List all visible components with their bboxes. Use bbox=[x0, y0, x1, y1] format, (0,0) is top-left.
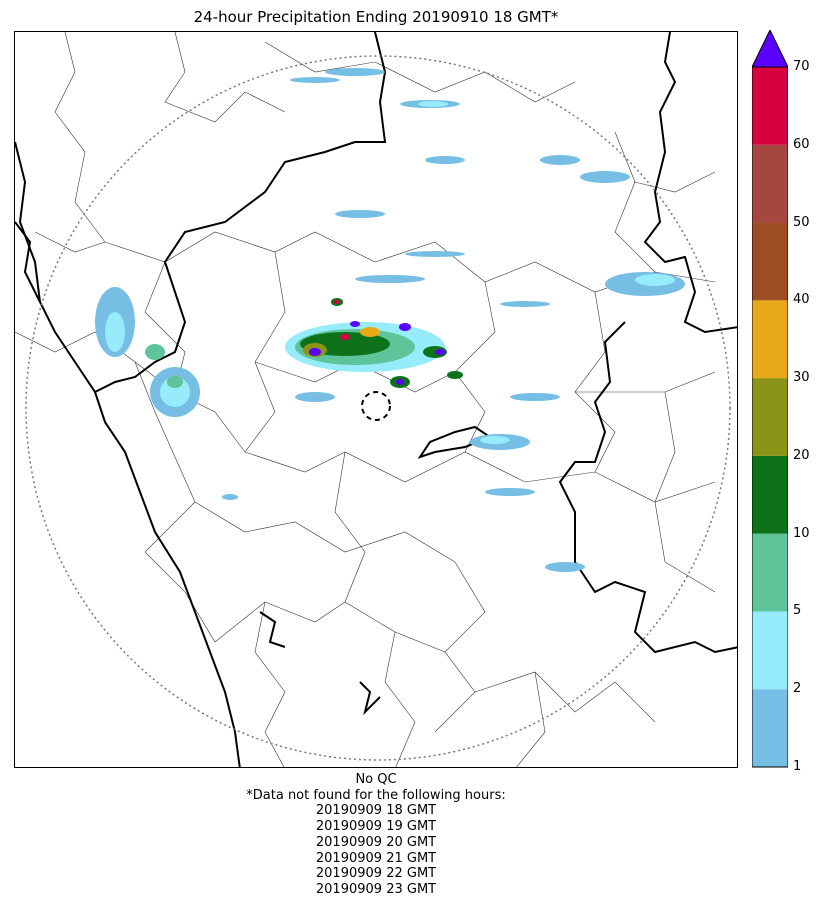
colorbar-segment bbox=[752, 300, 788, 379]
missing-hour: 20190909 23 GMT bbox=[315, 881, 437, 897]
radar-center-ring bbox=[361, 391, 391, 421]
colorbar-tick-label: 1 bbox=[793, 759, 802, 774]
colorbar-tick-label: 2 bbox=[793, 681, 802, 697]
missing-hour: 20190909 19 GMT bbox=[315, 819, 437, 835]
state-boundaries bbox=[15, 32, 737, 767]
colorbar-segment bbox=[752, 144, 788, 223]
qc-label: No QC bbox=[355, 772, 397, 787]
radar-map bbox=[14, 31, 738, 768]
missing-data-note: *Data not found for the following hours: bbox=[246, 787, 506, 803]
footer-note: No QC *Data not found for the following … bbox=[14, 772, 738, 898]
colorbar-tick-label: 10 bbox=[793, 525, 810, 541]
missing-hour: 20190909 22 GMT bbox=[315, 866, 437, 882]
colorbar-segment bbox=[752, 533, 788, 612]
missing-hour: 20190909 20 GMT bbox=[315, 834, 437, 850]
district-boundaries bbox=[15, 32, 716, 767]
colorbar-tick-label: 70 bbox=[793, 59, 810, 74]
missing-hour: 20190909 21 GMT bbox=[315, 850, 437, 866]
colorbar-segment bbox=[752, 67, 788, 145]
colorbar-tick-label: 5 bbox=[793, 603, 802, 619]
colorbar-tick-label: 40 bbox=[793, 292, 810, 308]
colorbar-segments bbox=[752, 67, 788, 767]
colorbar-tick-label: 50 bbox=[793, 214, 810, 230]
colorbar-extend-arrow bbox=[751, 28, 789, 68]
colorbar-segment bbox=[752, 378, 788, 456]
colorbar-tick-label: 60 bbox=[793, 136, 810, 152]
missing-hour: 20190909 18 GMT bbox=[315, 803, 437, 819]
colorbar-tick-label: 30 bbox=[793, 370, 810, 386]
colorbar-tick-label: 20 bbox=[793, 447, 810, 463]
precip-echoes-light bbox=[105, 101, 675, 444]
precip-echoes-moderate bbox=[145, 344, 183, 388]
colorbar bbox=[751, 28, 789, 768]
colorbar-segment bbox=[752, 689, 788, 767]
map-title: 24-hour Precipitation Ending 20190910 18… bbox=[193, 8, 559, 26]
range-ring bbox=[25, 55, 731, 761]
colorbar-segment bbox=[752, 455, 788, 534]
convective-cluster bbox=[285, 298, 463, 388]
colorbar-segment bbox=[752, 222, 788, 301]
colorbar-segment bbox=[752, 611, 788, 690]
